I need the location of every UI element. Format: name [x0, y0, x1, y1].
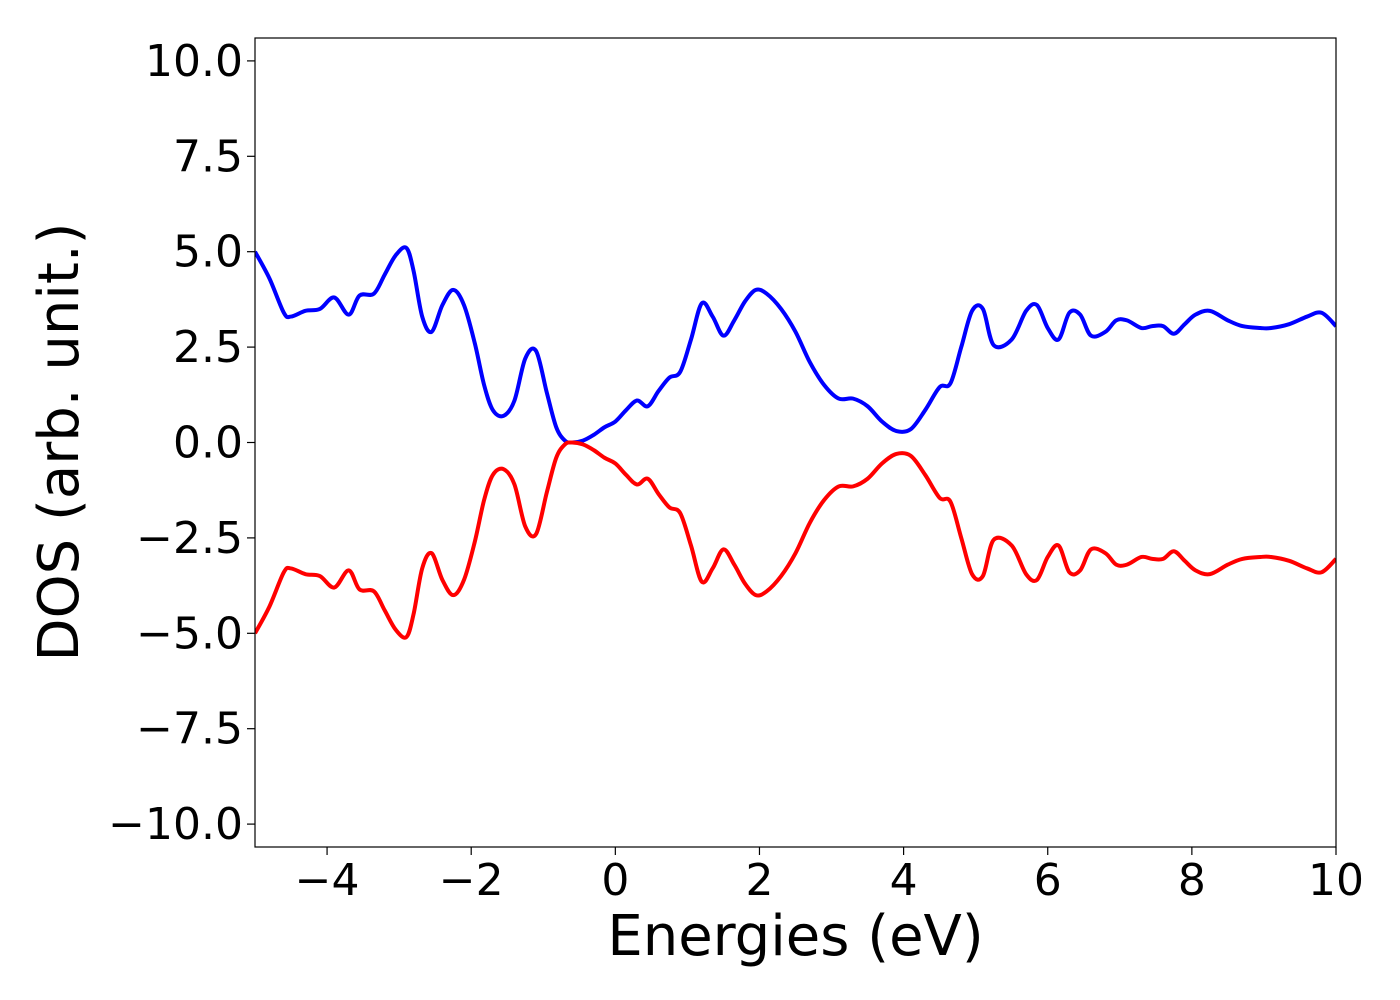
y-tick-label: 2.5	[173, 322, 243, 373]
series-line-0	[255, 245, 1336, 445]
x-tick-label: −4	[295, 855, 360, 906]
y-tick-label: 10.0	[145, 36, 243, 87]
series-layer	[255, 245, 1336, 640]
y-tick-label: 5.0	[173, 227, 243, 278]
x-tick-label: 10	[1308, 855, 1364, 906]
x-tick-label: −2	[439, 855, 504, 906]
x-axis-label: Energies (eV)	[607, 904, 983, 969]
x-tick-label: 6	[1034, 855, 1062, 906]
y-axis-ticks: 10.0 7.5 5.0 2.5 0.0 −2.5 −5.0 −7.5 −10.0	[108, 36, 255, 850]
x-tick-label: 2	[745, 855, 773, 906]
x-tick-label: 8	[1178, 855, 1206, 906]
y-tick-label: −5.0	[136, 608, 243, 659]
x-tick-label: 4	[890, 855, 918, 906]
y-tick-label: −7.5	[136, 704, 243, 755]
y-axis-label: DOS (arb. unit.)	[27, 222, 92, 661]
y-tick-label: −2.5	[136, 513, 243, 564]
x-axis-ticks: −4 −2 0 2 4 6 8 10	[295, 847, 1364, 906]
series-line-1	[255, 440, 1336, 640]
y-tick-label: −10.0	[108, 799, 243, 850]
x-tick-label: 0	[601, 855, 629, 906]
y-tick-label: 0.0	[173, 418, 243, 469]
y-tick-label: 7.5	[173, 131, 243, 182]
plot-frame	[254, 37, 1337, 848]
